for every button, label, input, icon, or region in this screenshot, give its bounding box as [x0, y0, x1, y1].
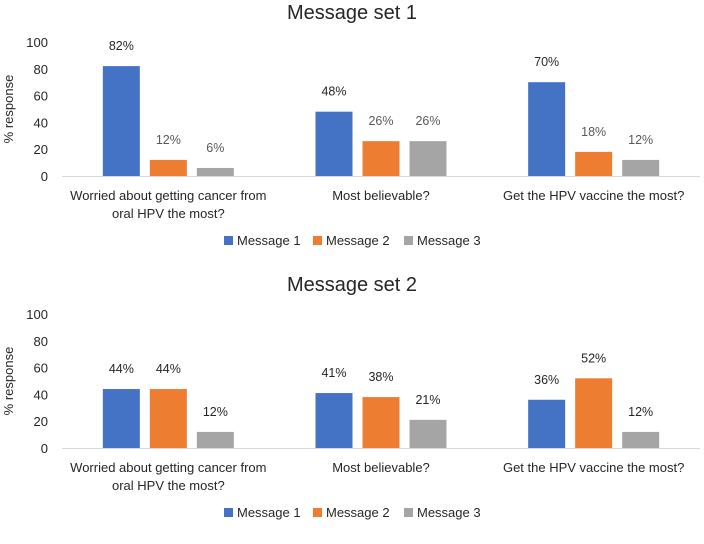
data-label: 48%: [321, 85, 346, 99]
data-label: 44%: [109, 362, 134, 376]
chart-title: Message set 1: [287, 2, 417, 24]
y-tick-label: 80: [34, 62, 48, 77]
y-tick-label: 80: [34, 334, 48, 349]
y-tick-label: 40: [34, 115, 48, 130]
bar-chart-2: Message set 2 % response 0 20 40 60 80 100 44% 44…: [1, 274, 700, 520]
category-label: oral HPV the most?: [112, 478, 225, 493]
y-axis-label: % response: [1, 347, 16, 416]
legend-swatch: [313, 236, 322, 245]
bar-message-3: [196, 431, 234, 448]
bar-message-2: [149, 389, 187, 448]
data-label: 12%: [628, 405, 653, 419]
y-tick-label: 100: [26, 307, 48, 322]
bar-message-1: [528, 82, 566, 176]
bar-message-3: [409, 141, 447, 176]
bar-message-1: [528, 399, 566, 448]
category-label: Worried about getting cancer from: [70, 460, 266, 475]
category-label: Most believable?: [332, 188, 430, 203]
data-label: 18%: [581, 125, 606, 139]
data-label: 26%: [368, 114, 393, 128]
legend-swatch: [224, 236, 233, 245]
bar-message-1: [315, 393, 353, 448]
legend-swatch: [404, 508, 413, 517]
category-label: Get the HPV vaccine the most?: [503, 188, 684, 203]
bar-message-3: [196, 167, 234, 176]
category-label: Get the HPV vaccine the most?: [503, 460, 684, 475]
y-tick-label: 0: [41, 441, 48, 456]
data-label: 26%: [415, 114, 440, 128]
y-tick-label: 60: [34, 89, 48, 104]
data-label: 82%: [109, 39, 134, 53]
data-label: 21%: [415, 393, 440, 407]
bar-message-2: [362, 141, 400, 176]
category-label: Worried about getting cancer from: [70, 188, 266, 203]
data-label: 52%: [581, 351, 606, 365]
data-label: 70%: [534, 55, 559, 69]
bar-message-2: [362, 397, 400, 448]
data-label: 36%: [534, 373, 559, 387]
legend-label: Message 2: [326, 505, 390, 520]
category-label: Most believable?: [332, 460, 430, 475]
legend-label: Message 1: [237, 505, 301, 520]
bar-chart-1: Message set 1 % response 0 20 40 60 80 100 82% 12…: [1, 2, 700, 248]
data-label: 38%: [368, 370, 393, 384]
bar-message-1: [315, 111, 353, 176]
legend-swatch: [313, 508, 322, 517]
data-label: 12%: [156, 133, 181, 147]
chart-panel-2: Message set 2 % response 0 20 40 60 80 100 44% 44…: [0, 272, 704, 544]
bar-message-1: [102, 66, 140, 176]
legend-swatch: [404, 236, 413, 245]
bar-message-2: [575, 378, 613, 448]
chart-title: Message set 2: [287, 274, 417, 296]
data-label: 44%: [156, 362, 181, 376]
bar-message-3: [622, 431, 660, 448]
legend-label: Message 3: [417, 505, 481, 520]
legend-label: Message 1: [237, 233, 301, 248]
legend-label: Message 2: [326, 233, 390, 248]
data-label: 12%: [628, 133, 653, 147]
bar-message-2: [575, 151, 613, 176]
y-tick-label: 40: [34, 387, 48, 402]
y-tick-label: 20: [34, 414, 48, 429]
bar-message-3: [622, 159, 660, 176]
bar-message-1: [102, 389, 140, 448]
legend-label: Message 3: [417, 233, 481, 248]
data-label: 6%: [206, 141, 224, 155]
data-label: 12%: [203, 405, 228, 419]
chart-panel-1: Message set 1 % response 0 20 40 60 80 100 82% 12…: [1, 2, 700, 248]
legend-swatch: [224, 508, 233, 517]
category-label: oral HPV the most?: [112, 206, 225, 221]
bar-message-3: [409, 419, 447, 448]
y-tick-label: 0: [41, 169, 48, 184]
bar-message-2: [149, 159, 187, 176]
y-tick-label: 20: [34, 142, 48, 157]
data-label: 41%: [321, 366, 346, 380]
y-tick-label: 60: [34, 361, 48, 376]
y-axis-label: % response: [1, 75, 16, 144]
y-tick-label: 100: [26, 35, 48, 50]
